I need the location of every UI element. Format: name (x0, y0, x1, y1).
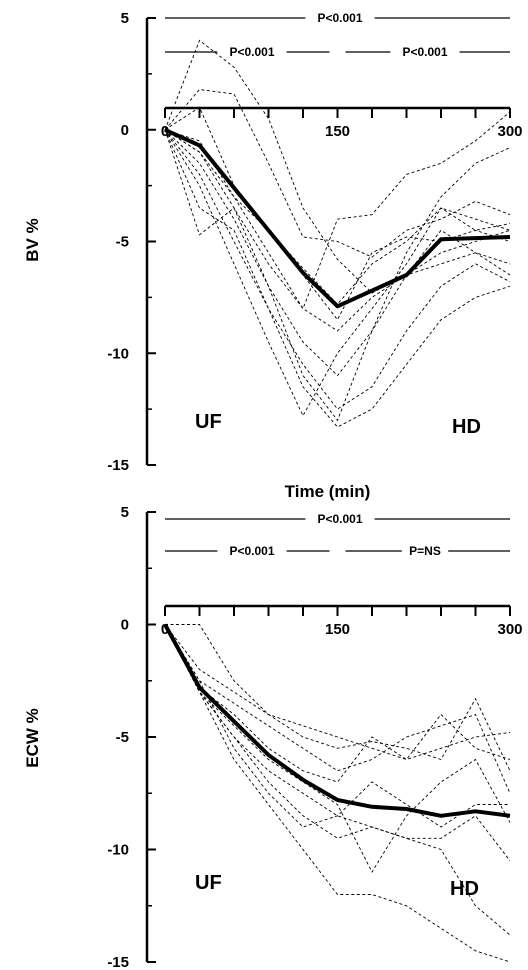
individual-series-line (164, 624, 511, 760)
sig-hd-label: P<0.001 (402, 45, 447, 59)
individual-series-line (164, 111, 511, 310)
y-tick-label: 0 (121, 122, 129, 139)
mean-series-line (163, 623, 511, 818)
x-axis-title: Time (min) (285, 482, 371, 501)
y-tick-label: 0 (121, 617, 129, 634)
x-tick-label: 300 (497, 621, 522, 638)
y-tick-label: 5 (121, 10, 129, 27)
individual-series-line (164, 624, 511, 873)
y-axis-title: ECW % (23, 708, 42, 768)
sig-uf-label: P<0.001 (229, 544, 274, 558)
y-tick-label: -15 (107, 457, 129, 474)
y-tick-label: 5 (121, 504, 129, 521)
x-tick-label: 150 (325, 621, 350, 638)
panel-ecw: 5 0 -5 -10 -15 0 150 300 P<0.001 P<0.001 P=NS ECW %… (23, 504, 523, 970)
individual-series-line (164, 624, 511, 783)
individual-series-line (164, 129, 511, 417)
sig-uf-label: P<0.001 (229, 45, 274, 59)
individual-series-line (164, 624, 511, 936)
individual-series-line (164, 129, 511, 332)
individual-series-line (164, 129, 511, 410)
individual-series-line (165, 624, 511, 771)
individual-series-line (164, 129, 511, 428)
phase-label-uf: UF (195, 872, 222, 894)
individual-series-line (164, 624, 510, 828)
sig-hd-label: P=NS (409, 544, 441, 558)
mean-series-line (164, 127, 511, 309)
phase-label-uf: UF (195, 411, 222, 433)
individual-series-line (164, 129, 511, 321)
y-tick-label: -10 (107, 345, 129, 362)
y-tick-label: -15 (107, 954, 129, 970)
individual-series-line (164, 129, 511, 422)
individual-series-line (164, 624, 511, 963)
x-tick-label: 150 (325, 123, 350, 140)
x-tick-label: 300 (497, 123, 522, 140)
x-tick-label: 0 (161, 621, 169, 638)
individual-series-line (164, 624, 511, 862)
sig-overall-label: P<0.001 (317, 512, 362, 526)
individual-series-line (164, 39, 511, 294)
sig-overall-label: P<0.001 (317, 11, 362, 25)
y-tick-label: -5 (116, 234, 129, 251)
individual-series-line (164, 89, 511, 258)
y-axis-title: BV % (23, 218, 42, 261)
phase-label-hd: HD (450, 878, 479, 900)
y-tick-label: -5 (116, 729, 129, 746)
y-tick-label: -10 (107, 842, 129, 859)
phase-label-hd: HD (452, 416, 481, 438)
